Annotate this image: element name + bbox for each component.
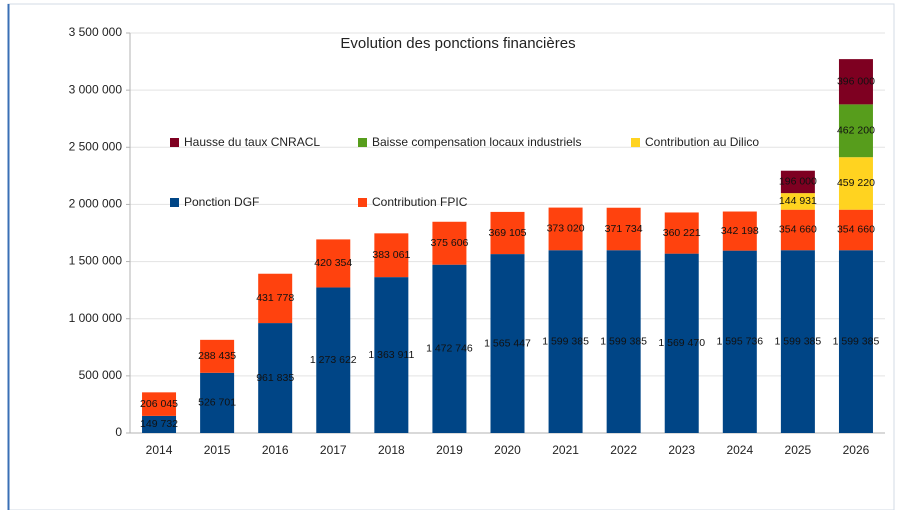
bar-segment — [548, 250, 583, 433]
bar-segment — [142, 392, 177, 416]
value-label: 526 701 — [198, 397, 236, 409]
bar-segment — [374, 277, 409, 433]
x-tick-label: 2017 — [320, 443, 347, 457]
value-label: 1 273 622 — [310, 354, 357, 366]
value-label: 375 606 — [430, 237, 468, 249]
bar-segment — [838, 59, 873, 105]
x-tick-label: 2019 — [436, 443, 463, 457]
bar-segment — [200, 339, 235, 373]
value-label: 1 472 746 — [426, 343, 473, 355]
y-tick-label: 2 000 000 — [69, 197, 123, 211]
legend-swatch — [631, 138, 640, 147]
bar-segment — [258, 323, 293, 433]
x-tick-label: 2025 — [785, 443, 812, 457]
y-tick-label: 3 500 000 — [69, 25, 123, 39]
legend-swatch — [170, 198, 179, 207]
value-label: 420 354 — [314, 257, 352, 269]
value-label: 144 931 — [779, 195, 817, 207]
value-label: 354 660 — [779, 224, 817, 236]
x-tick-label: 2014 — [146, 443, 173, 457]
value-label: 1 565 447 — [484, 337, 531, 349]
value-label: 354 660 — [837, 224, 875, 236]
x-tick-label: 2020 — [494, 443, 521, 457]
bar-segment — [780, 250, 815, 433]
value-label: 196 000 — [779, 176, 817, 188]
value-label: 288 435 — [198, 350, 236, 362]
value-label: 383 061 — [372, 249, 410, 261]
value-label: 1 599 385 — [600, 335, 647, 347]
x-tick-label: 2026 — [843, 443, 870, 457]
bar-segment — [432, 264, 467, 433]
value-label: 149 732 — [140, 418, 178, 430]
bar-segment — [316, 239, 351, 288]
bar-segment — [838, 104, 873, 158]
bar-segment — [200, 372, 235, 433]
value-label: 1 599 385 — [775, 335, 822, 347]
legend-label: Contribution FPIC — [372, 195, 468, 209]
y-tick-label: 2 500 000 — [69, 139, 123, 153]
bar-segment — [780, 193, 815, 210]
value-label: 1 599 385 — [833, 335, 880, 347]
value-label: 1 595 736 — [716, 336, 763, 348]
value-label: 431 778 — [256, 292, 294, 304]
x-tick-label: 2022 — [610, 443, 637, 457]
legend-label: Ponction DGF — [184, 195, 259, 209]
value-label: 396 000 — [837, 76, 875, 88]
x-tick-label: 2018 — [378, 443, 405, 457]
value-label: 1 599 385 — [542, 335, 589, 347]
bar-segment — [490, 211, 525, 255]
x-tick-label: 2021 — [552, 443, 579, 457]
x-tick-label: 2023 — [668, 443, 695, 457]
y-tick-label: 0 — [115, 425, 122, 439]
x-tick-label: 2016 — [262, 443, 289, 457]
bar-segment — [780, 209, 815, 251]
legend-swatch — [358, 138, 367, 147]
legend-swatch — [170, 138, 179, 147]
y-tick-label: 3 000 000 — [69, 82, 123, 96]
bar-segment — [374, 233, 409, 278]
bar-segment — [838, 157, 873, 210]
bar-segment — [142, 415, 177, 433]
value-label: 961 835 — [256, 372, 294, 384]
value-label: 371 734 — [605, 223, 643, 235]
value-label: 369 105 — [489, 227, 527, 239]
bar-segment — [258, 273, 293, 324]
bar-segment — [722, 250, 757, 433]
bar-segment — [606, 207, 641, 251]
bar-segment — [316, 287, 351, 433]
bar-segment — [780, 170, 815, 194]
x-tick-label: 2015 — [204, 443, 231, 457]
chart-title: Evolution des ponctions financières — [340, 35, 575, 52]
bar-segment — [838, 250, 873, 433]
legend-label: Baisse compensation locaux industriels — [372, 135, 581, 149]
legend-label: Hausse du taux CNRACL — [184, 135, 320, 149]
bar-segment — [664, 212, 699, 254]
bar-segment — [838, 209, 873, 251]
y-tick-label: 500 000 — [79, 368, 123, 382]
bar-segment — [548, 207, 583, 251]
bar-segment — [432, 221, 467, 265]
bar-segment — [606, 250, 641, 433]
value-label: 373 020 — [547, 223, 585, 235]
value-label: 342 198 — [721, 225, 759, 237]
bar-segment — [664, 253, 699, 433]
legend-label: Contribution au Dilico — [645, 135, 759, 149]
value-label: 462 200 — [837, 125, 875, 137]
value-label: 1 569 470 — [658, 337, 705, 349]
bar-segment — [722, 211, 757, 251]
y-tick-label: 1 500 000 — [69, 254, 123, 268]
y-tick-label: 1 000 000 — [69, 311, 123, 325]
bar-segment — [490, 254, 525, 433]
value-label: 206 045 — [140, 398, 178, 410]
legend-swatch — [358, 198, 367, 207]
value-label: 459 220 — [837, 177, 875, 189]
x-tick-label: 2024 — [726, 443, 753, 457]
value-label: 1 363 911 — [368, 349, 414, 361]
value-label: 360 221 — [663, 227, 701, 239]
